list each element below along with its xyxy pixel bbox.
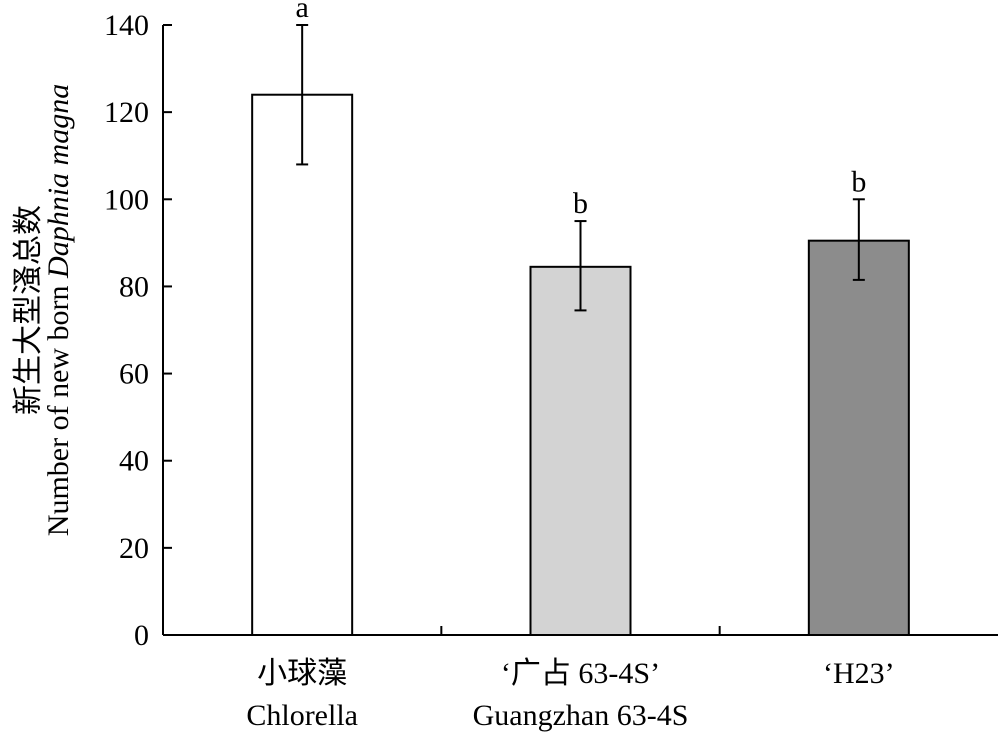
x-axis-categories: 小球藻 Chlorella ‘广占 63-4S’ Guangzhan 63-4S ‘H2… [246, 626, 895, 732]
y-tick-label: 60 [119, 358, 149, 391]
y-axis-label-english: Number of new born Daphnia magna [42, 84, 75, 536]
bar [807, 239, 910, 637]
significance-letter: a [296, 0, 309, 24]
significance-letter: b [851, 165, 866, 198]
y-tick-label: 100 [104, 183, 149, 216]
category-label: 小球藻 [257, 657, 347, 690]
y-tick-label: 140 [104, 9, 149, 42]
error-bars-group [296, 24, 865, 312]
category-sublabel: Chlorella [246, 699, 358, 732]
category-sublabel: Guangzhan 63-4S [473, 699, 689, 732]
y-axis-label-chinese: 新生大型溞总数 [12, 205, 45, 415]
y-axis-label: 新生大型溞总数 Number of new born Daphnia magna [12, 84, 75, 536]
category-label: ‘广占 63-4S’ [501, 657, 660, 690]
y-tick-label: 20 [119, 532, 149, 565]
y-tick-label: 80 [119, 270, 149, 303]
y-tick-label: 40 [119, 445, 149, 478]
y-axis-ticks: 0 20 40 60 80 100 120 140 [104, 9, 172, 652]
significance-labels: a b b [296, 0, 867, 220]
category-label: ‘H23’ [823, 657, 895, 690]
y-axis-label-english-prefix: Number of new born [42, 278, 75, 536]
significance-letter: b [573, 187, 588, 220]
bar [529, 265, 632, 636]
y-tick-label: 0 [134, 619, 149, 652]
bars-group [251, 93, 910, 637]
y-axis-label-species: Daphnia magna [42, 84, 75, 279]
bar [251, 93, 354, 636]
y-tick-label: 120 [104, 96, 149, 129]
